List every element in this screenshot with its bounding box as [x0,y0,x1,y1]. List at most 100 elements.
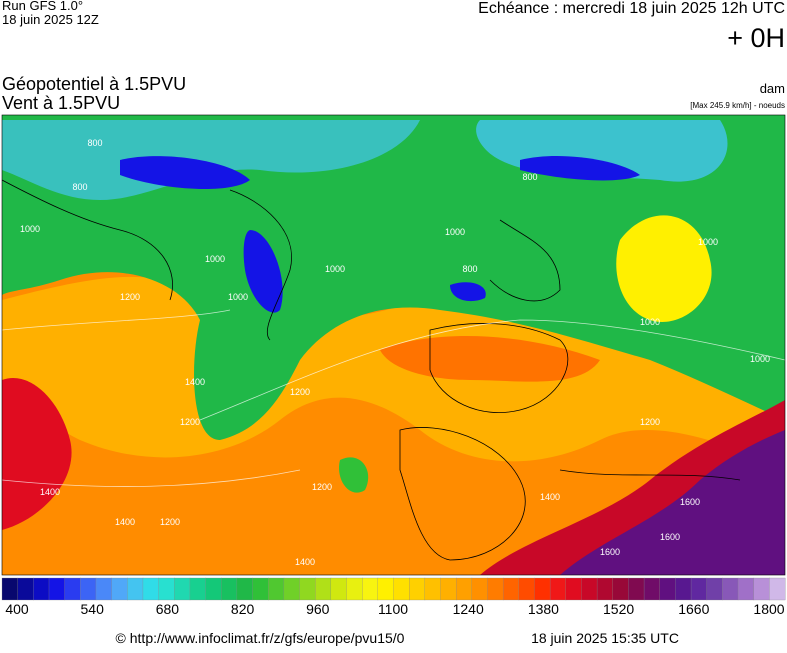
contour-label: 1400 [115,517,135,527]
source-url: © http://www.infoclimat.fr/z/gfs/europe/… [116,630,405,646]
green-patch [339,457,369,493]
colorbar-segment [675,577,692,601]
colorbar-segment [440,577,457,601]
contour-label: 1000 [205,254,225,264]
colorbar-segment [142,577,160,601]
coastline [2,179,173,301]
contour-label: 800 [462,264,477,274]
colorbar-tick-label: 960 [306,601,330,617]
contour-label: 1200 [180,417,200,427]
colorbar-segment [252,577,269,601]
contour-label: 1200 [290,387,310,397]
colorbar-segment [471,577,488,601]
colorbar-segment [393,577,410,601]
colorbar-segment [268,577,285,601]
colorbar-segment [753,577,770,601]
low-core [520,155,640,181]
colorbar-segment [409,577,426,601]
field-title-1: Géopotentiel à 1.5PVU [2,74,186,94]
colorbar-segment [659,577,676,601]
contour-label: 1200 [640,417,660,427]
colorbar-tick-label: 1520 [603,601,634,617]
colorbar-segment [518,577,535,601]
contour-label: 1200 [312,482,332,492]
colorbar-segment [64,577,81,601]
colorbar-segment [502,577,520,601]
colorbar-tick-label: 1660 [678,601,709,617]
colorbar-segment [283,577,300,601]
low-core [120,156,250,190]
coastline [489,219,561,302]
colorbar-segment [236,577,254,601]
coastline [399,427,526,561]
colorbar-segment [315,577,332,601]
yellow-patch [616,215,712,322]
contour-label: 1600 [600,547,620,557]
colorbar-segment [565,577,582,601]
wind-note: [Max 245.9 km/h] - noeuds [690,101,785,110]
coastline [229,189,292,341]
contour-label: 1000 [750,354,770,364]
colorbar-segment [111,577,128,601]
coastline [559,469,741,481]
colorbar-segment [158,577,175,601]
contour-label: 1200 [120,292,140,302]
colorbar-segment [769,577,786,601]
contour-label: 1000 [698,237,718,247]
contour-label: 1400 [295,557,315,567]
colorbar-tick-label: 400 [5,601,29,617]
colorbar-segment [612,577,629,601]
colorbar-tick-label: 820 [231,601,255,617]
colorbar-segment [581,577,598,601]
map: 800 800 1000 1000 1000 800 1000 1000 800 1000 1000… [1,114,786,576]
contour-label: 1000 [445,227,465,237]
colorbar-tick-label: 540 [81,601,105,617]
colorbar-segment [487,577,504,601]
colorbar-segment [205,577,222,601]
colorbar-segment [95,577,113,601]
colorbar-segment [189,577,207,601]
contour-label: 1600 [680,497,700,507]
colorbar-segment [48,577,66,601]
contour-label: 800 [72,182,87,192]
colorbar-segment [33,577,50,601]
cyan-region [2,120,420,200]
colorbar-segment [174,577,191,601]
coastline [429,323,569,413]
unit: dam [760,81,785,96]
colorbar-segment [330,577,347,601]
colorbar: 400 540 680 820 960 1100 1240 1380 1520 1660 1800 [1,577,786,617]
contour-label: 800 [522,172,537,182]
field-title-2: Vent à 1.5PVU [2,93,120,113]
map-frame [1,114,786,576]
valid-time: Echéance : mercredi 18 juin 2025 12h UTC [478,0,785,17]
colorbar-segment [1,577,19,601]
colorbar-segment [722,577,739,601]
contour-label: 1600 [660,532,680,542]
colorbar-tick-label: 1380 [528,601,559,617]
contour-label: 1000 [640,317,660,327]
colorbar-segment [377,577,394,601]
colorbar-segment [362,577,379,601]
run-date: 18 juin 2025 12Z [2,12,99,27]
colorbar-tick-label: 680 [156,601,180,617]
colorbar-segment [127,577,144,601]
colorbar-segment [455,577,473,601]
colorbar-segment [737,577,755,601]
colorbar-tick-label: 1800 [753,601,784,617]
contour-label: 1400 [540,492,560,502]
contour-label: 1000 [228,292,248,302]
colorbar-tick-label: 1240 [453,601,484,617]
colorbar-segment [690,577,708,601]
colorbar-segment [299,577,316,601]
colorbar-segment [549,577,567,601]
red-region [380,336,600,382]
contour-line [2,309,785,487]
contour-label: 1200 [160,517,180,527]
run-label: Run GFS 1.0° [2,0,83,13]
colorbar-segment [643,577,661,601]
contour-label: 1000 [325,264,345,274]
green-region [2,115,785,440]
low-core [243,230,283,313]
purple-region [560,430,785,575]
